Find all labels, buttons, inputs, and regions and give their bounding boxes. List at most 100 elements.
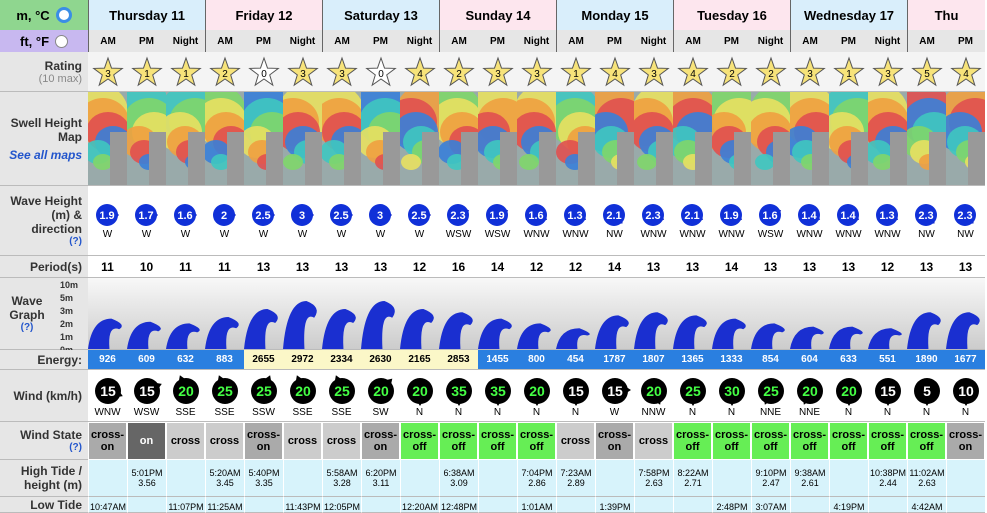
rating-star: 4 xyxy=(403,55,436,86)
wind-value: 20 xyxy=(295,383,311,399)
wind-state-cell: cross xyxy=(556,422,595,460)
high-tide-time: 8:22AM xyxy=(677,468,709,478)
wave-direction: WSW xyxy=(445,229,472,240)
slot-header: PM xyxy=(595,30,634,52)
rating-star: 1 xyxy=(130,55,163,86)
high-tide-time: 7:58PM xyxy=(638,468,670,478)
rating-star: 3 xyxy=(286,55,319,86)
wave-graph xyxy=(127,321,161,349)
rating-star: 0 xyxy=(364,55,397,86)
high-tide-cell: 9:10PM 2.47 xyxy=(751,460,790,497)
slot-header: PM xyxy=(946,30,985,52)
high-tide-cell: 7:23AM 2.89 xyxy=(556,460,595,497)
wind-direction: NNW xyxy=(641,407,666,418)
swell-map xyxy=(244,92,283,185)
radio-on xyxy=(55,7,72,23)
land xyxy=(851,132,868,185)
rating-cell: 2 xyxy=(205,52,244,92)
wind-cell: 20 N xyxy=(829,370,868,422)
wind-value: 25 xyxy=(685,383,701,399)
wave-graph xyxy=(595,315,629,349)
unit-imperial[interactable]: ft, °F xyxy=(0,30,88,52)
graph-cell xyxy=(88,278,127,350)
wave-icon: 1.7 xyxy=(134,204,158,226)
period-cell: 13 xyxy=(946,256,985,278)
wave-dot xyxy=(485,204,508,226)
graph-cell xyxy=(478,278,517,350)
high-tide-height: 3.56 xyxy=(138,478,156,488)
graph-cell xyxy=(517,278,556,350)
wind-value: 15 xyxy=(607,383,623,399)
wind-direction: N xyxy=(961,407,970,418)
wave-graph xyxy=(673,315,707,349)
energy-cell: 1677 xyxy=(946,350,985,370)
graph-axis-label: 2m xyxy=(60,319,74,329)
rating-star: 3 xyxy=(520,55,553,86)
wind-value: 30 xyxy=(724,383,740,399)
wind-value: 25 xyxy=(334,383,350,399)
low-tide-cell: 1:01AM xyxy=(517,497,556,513)
land xyxy=(422,132,439,185)
high-tide-height: 3.09 xyxy=(450,478,468,488)
low-tide-time: 11:43PM xyxy=(285,502,321,512)
map-cell xyxy=(946,92,985,186)
low-tide-cell xyxy=(127,497,166,513)
wind-state-cell: cross xyxy=(283,422,322,460)
swell-map xyxy=(868,92,907,185)
map-cell xyxy=(634,92,673,186)
unit-metric[interactable]: m, °C xyxy=(0,0,88,30)
rating-cell: 1 xyxy=(127,52,166,92)
wind-dot xyxy=(718,378,745,404)
wind-state-cell: cross xyxy=(322,422,361,460)
wave-icon: 1.6 xyxy=(758,204,781,226)
energy-cell: 2655 xyxy=(244,350,283,370)
wind-state-label: Wind State (?) xyxy=(0,422,88,460)
map-blob xyxy=(637,154,657,170)
energy-cell: 2334 xyxy=(322,350,361,370)
wave-graph xyxy=(634,312,668,349)
graph-cell xyxy=(283,278,322,350)
wave-shape xyxy=(868,328,902,349)
star xyxy=(442,55,475,86)
slot-header: Night xyxy=(868,30,907,52)
graph-cell xyxy=(751,278,790,350)
wind-dot xyxy=(250,378,277,404)
land xyxy=(500,132,517,185)
star xyxy=(598,55,631,86)
wind-dot xyxy=(679,378,706,404)
wind-cell: 20 SW xyxy=(361,370,400,422)
wind-icon: 20 xyxy=(640,378,667,405)
energy-label: Energy: xyxy=(0,350,88,370)
high-tide-cell: 9:38AM 2.61 xyxy=(790,460,829,497)
map-cell xyxy=(322,92,361,186)
rating-star: 2 xyxy=(442,55,475,86)
map-link[interactable]: See all maps xyxy=(9,147,82,162)
wind-icon: 35 xyxy=(484,378,511,406)
map-cell xyxy=(400,92,439,186)
wave-direction: WNW xyxy=(718,229,745,240)
day-header: Friday 12 xyxy=(205,0,322,30)
rating-value: 5 xyxy=(924,69,930,80)
swell-map xyxy=(361,92,400,185)
rating-star: 2 xyxy=(754,55,787,86)
day-header: Wednesday 17 xyxy=(790,0,907,30)
wind-icon: 25 xyxy=(757,378,784,405)
period-cell: 13 xyxy=(244,256,283,278)
wind-direction: WSW xyxy=(133,407,160,418)
wind-direction: N xyxy=(883,407,892,418)
wave-shape xyxy=(439,312,473,349)
star xyxy=(871,55,904,86)
high-tide-time: 5:40PM xyxy=(248,468,280,478)
day-header: Saturday 13 xyxy=(322,0,439,30)
high-tide-height: 2.44 xyxy=(879,478,897,488)
graph-cell xyxy=(946,278,985,350)
wave-graph xyxy=(283,301,317,349)
wave-direction: NW xyxy=(957,229,974,240)
low-tide-cell xyxy=(634,497,673,513)
unit-text: ft, °F xyxy=(19,33,50,49)
rating-cell: 4 xyxy=(400,52,439,92)
energy-cell: 883 xyxy=(205,350,244,370)
slot-header: PM xyxy=(244,30,283,52)
wave-graph xyxy=(205,317,239,349)
